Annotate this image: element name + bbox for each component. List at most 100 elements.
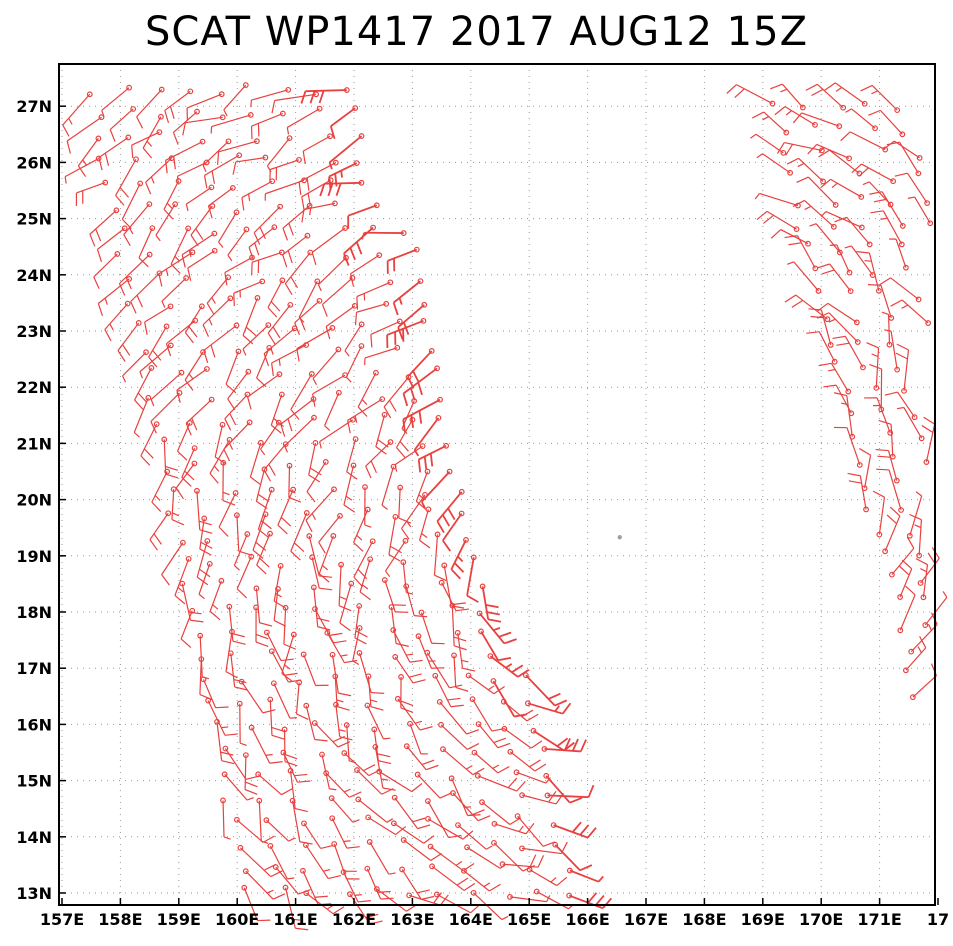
barb-shaft — [925, 424, 936, 463]
barb-shaft — [208, 187, 234, 207]
barb-feather — [414, 720, 423, 724]
barb-shaft — [173, 111, 198, 133]
wind-barb — [526, 866, 568, 887]
barb-feather — [284, 753, 298, 760]
barb-shaft — [478, 723, 499, 749]
barb-feather — [273, 619, 287, 627]
barb-station — [254, 295, 261, 301]
barb-shaft — [305, 892, 334, 915]
barb-feather — [756, 210, 768, 221]
wind-barb — [170, 225, 192, 274]
wind-barb — [181, 230, 218, 268]
wind-barb — [104, 300, 131, 342]
barb-station — [221, 771, 228, 778]
barb-shaft — [218, 492, 237, 528]
barb-shaft — [816, 83, 844, 109]
barb-feather — [245, 775, 259, 780]
wind-barb — [455, 822, 493, 850]
barb-feather — [489, 883, 501, 892]
barb-feather — [221, 760, 235, 765]
barb-feather — [255, 541, 267, 551]
barb-station — [302, 842, 309, 848]
barb-feather — [134, 399, 144, 411]
barb-feather — [150, 399, 155, 407]
barb-shaft — [924, 596, 948, 626]
wind-barb — [784, 235, 819, 272]
wind-barb — [290, 371, 315, 420]
barb-feather — [234, 686, 248, 691]
barb-shaft — [390, 606, 397, 644]
wind-barb — [236, 553, 255, 599]
barb-station — [514, 813, 521, 820]
barb-feather — [165, 473, 179, 479]
lat-tick-label: 19N — [16, 547, 52, 566]
barb-station — [200, 676, 207, 683]
barb-station — [355, 796, 362, 803]
barb-shaft — [236, 515, 240, 552]
barb-feather — [203, 175, 208, 189]
barb-shaft — [851, 108, 876, 129]
barb-shaft — [434, 675, 452, 708]
wind-barb — [776, 141, 825, 156]
barb-shaft — [366, 705, 384, 740]
barb-feather — [555, 792, 564, 805]
barb-feather — [130, 301, 137, 314]
barb-station — [156, 129, 163, 136]
barb-feather — [365, 465, 372, 479]
barb-feather — [858, 167, 869, 177]
wind-barb — [401, 491, 428, 540]
barb-feather — [421, 759, 435, 766]
barb-station — [399, 866, 405, 873]
barb-shaft — [388, 516, 396, 555]
barb-station — [329, 815, 336, 822]
wind-barb — [319, 179, 365, 197]
barb-feather — [165, 268, 169, 277]
barb-feather — [171, 519, 185, 526]
wind-barb — [448, 775, 481, 817]
barb-feather — [402, 419, 406, 433]
barb-feather — [339, 622, 351, 632]
barb-feather — [117, 350, 126, 362]
wind-barb — [242, 752, 258, 795]
barb-station — [275, 419, 282, 426]
barb-shaft — [206, 276, 229, 304]
wind-barb — [909, 663, 937, 701]
barb-feather — [529, 854, 537, 867]
barb-station — [351, 302, 358, 309]
barb-feather — [821, 269, 835, 275]
wind-barb — [180, 607, 196, 648]
wind-barb — [845, 108, 878, 132]
barb-shaft — [453, 655, 457, 688]
wind-barb — [381, 463, 397, 510]
barb-shaft — [241, 180, 273, 199]
wind-barb — [356, 279, 394, 310]
barb-shaft — [265, 179, 305, 195]
barb-feather — [408, 673, 422, 678]
wind-barb — [375, 411, 389, 455]
barb-feather — [270, 301, 281, 312]
wind-barb — [210, 112, 254, 134]
barb-feather — [886, 141, 900, 146]
barb-shaft — [547, 794, 589, 799]
barb-feather — [252, 549, 264, 559]
barb-shaft — [326, 632, 345, 663]
barb-station — [858, 194, 865, 200]
barb-station — [376, 768, 383, 775]
barb-shaft — [308, 442, 317, 476]
barb-feather — [492, 764, 500, 769]
barb-feather — [804, 205, 812, 211]
barb-shaft — [133, 397, 149, 433]
wind-barb — [308, 440, 322, 483]
barb-feather — [97, 303, 104, 317]
wind-barb — [197, 632, 210, 680]
barb-feather — [271, 362, 274, 376]
barb-shaft — [441, 582, 457, 611]
barb-station — [263, 629, 270, 636]
wind-barb — [896, 406, 925, 442]
barb-station — [130, 106, 137, 112]
wind-barb — [756, 153, 794, 176]
barb-station — [888, 571, 895, 578]
barb-shaft — [354, 605, 360, 638]
wind-barb — [500, 698, 539, 722]
barb-feather — [901, 559, 913, 570]
